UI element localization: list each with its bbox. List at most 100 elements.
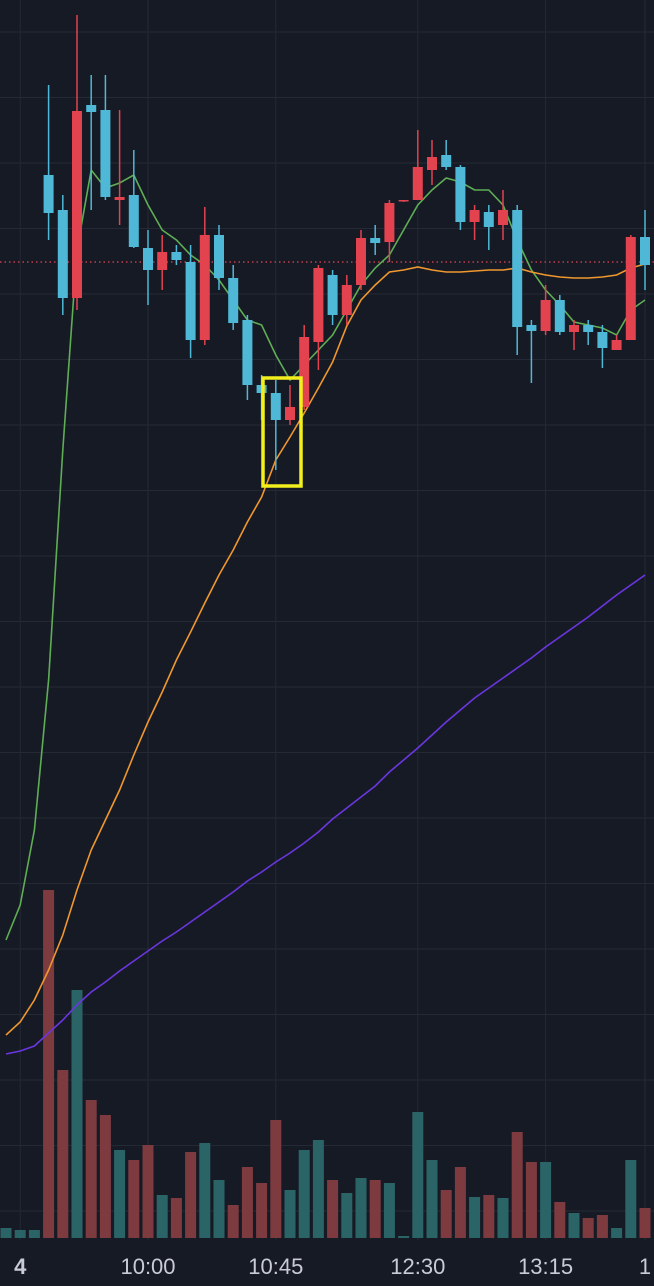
volume-bar: [213, 1180, 225, 1238]
volume-bar: [270, 1120, 282, 1238]
candle-body: [398, 200, 409, 202]
x-tick-label: 4: [14, 1254, 27, 1279]
volume-bar: [398, 1236, 410, 1238]
volume-bar: [469, 1197, 481, 1238]
candle-body: [384, 203, 395, 242]
candle-body: [171, 252, 182, 260]
grid: [0, 0, 654, 1240]
candle-body: [512, 210, 523, 327]
candle-body: [583, 325, 594, 332]
volume-bar: [298, 1150, 310, 1238]
volume-bar: [28, 1230, 40, 1238]
x-tick-label: 10:45: [248, 1254, 303, 1279]
volume-bar: [440, 1190, 452, 1238]
moving-averages: [0, 168, 654, 1055]
volume-bar: [170, 1198, 182, 1238]
volume-bar: [554, 1202, 566, 1238]
volume-bar: [341, 1193, 353, 1238]
candle-body: [412, 167, 423, 200]
volume-bar: [284, 1190, 296, 1238]
candle-body: [242, 320, 253, 385]
volume-bar: [511, 1132, 523, 1238]
volume-bar: [199, 1143, 211, 1238]
candle-body: [270, 393, 281, 420]
candle-body: [157, 252, 168, 270]
volume-bar: [497, 1198, 509, 1238]
volume-bar: [412, 1112, 424, 1238]
volume-bar: [142, 1145, 154, 1238]
volume-bar: [312, 1140, 324, 1238]
volume-bar: [114, 1150, 126, 1238]
volume-bar: [57, 1070, 69, 1238]
volume-bar: [639, 1208, 651, 1238]
candle-body: [569, 325, 579, 332]
x-tick-label: 13:15: [518, 1254, 573, 1279]
volume-bar: [99, 1115, 111, 1238]
candle-body: [526, 325, 537, 331]
candle-body: [597, 332, 608, 348]
candle-body: [185, 262, 196, 340]
candle-body: [611, 340, 622, 350]
volume-bar: [582, 1218, 594, 1238]
volume-bar: [85, 1100, 97, 1238]
x-tick-label: 12:30: [390, 1254, 445, 1279]
candle-body: [455, 167, 466, 222]
candle-body: [72, 111, 82, 298]
candle-body: [625, 237, 636, 340]
volume-bar: [256, 1183, 268, 1238]
moving-average-line: [5, 168, 646, 941]
volume-bar: [128, 1160, 140, 1238]
candle-body: [327, 275, 338, 315]
volume-bar: [71, 990, 83, 1238]
candle-body: [228, 278, 239, 323]
candle-body: [43, 175, 54, 213]
candle-body: [498, 210, 508, 225]
candle-body: [469, 210, 480, 222]
volume-bar: [568, 1213, 580, 1238]
x-axis: 4 10:00 10:45 12:30 13:15 1: [14, 1254, 651, 1279]
candle-body: [214, 235, 224, 278]
candle-body: [199, 235, 210, 340]
candles: [43, 15, 650, 470]
volume-bar: [596, 1215, 608, 1238]
volume-bar: [227, 1205, 239, 1238]
candle-body: [441, 155, 452, 167]
candle-body: [370, 238, 381, 243]
volume-bar: [14, 1230, 26, 1238]
volume-bar: [454, 1167, 466, 1238]
candle-body: [341, 285, 352, 315]
volume-bar: [383, 1183, 395, 1238]
volume-bar: [483, 1195, 495, 1238]
volume-bar: [611, 1228, 623, 1238]
volume-bar: [426, 1160, 438, 1238]
candle-body: [640, 237, 650, 265]
x-tick-label: 10:00: [120, 1254, 175, 1279]
volume-bar: [355, 1178, 367, 1238]
volume-bar: [625, 1160, 637, 1238]
candle-body: [483, 212, 494, 227]
moving-average-line: [5, 574, 646, 1055]
candle-body: [427, 157, 437, 170]
x-tick-label: 1: [639, 1254, 651, 1279]
volume-bar: [327, 1180, 339, 1238]
highlight-box: [261, 376, 303, 488]
volume-bar: [241, 1167, 253, 1238]
candle-body: [356, 238, 366, 285]
candle-body: [299, 337, 310, 407]
volume-bar: [369, 1180, 381, 1238]
moving-average-line: [5, 263, 646, 1036]
volume-bar: [43, 890, 55, 1238]
candle-body: [143, 248, 153, 270]
candle-body: [554, 300, 565, 332]
volume-bar: [0, 1228, 12, 1238]
volume-bar: [156, 1195, 168, 1238]
volume-bar: [525, 1162, 537, 1238]
candle-body: [114, 197, 125, 200]
candle-body: [100, 110, 111, 197]
candle-body: [57, 210, 68, 298]
candle-body: [86, 105, 97, 112]
volume-bar: [185, 1152, 197, 1238]
